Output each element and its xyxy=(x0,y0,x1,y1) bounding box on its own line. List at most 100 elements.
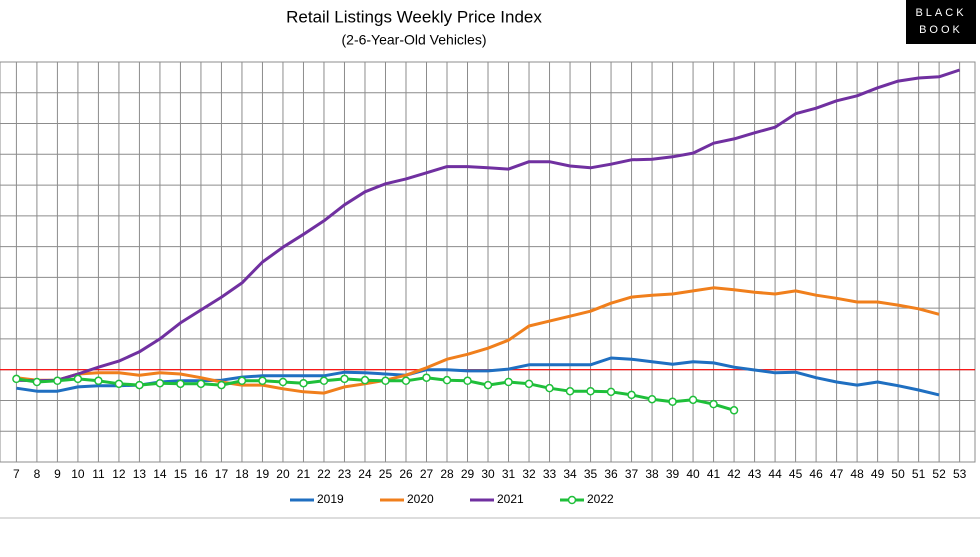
point xyxy=(709,399,718,409)
x-tick-label: 50 xyxy=(891,467,905,481)
x-tick-label: 53 xyxy=(953,467,967,481)
legend: 2019 2020 2021 2022 xyxy=(290,492,614,506)
x-tick-label: 33 xyxy=(543,467,557,481)
point xyxy=(12,374,21,384)
x-tick-label: 40 xyxy=(686,467,700,481)
x-tick-label: 10 xyxy=(71,467,85,481)
plot-area xyxy=(0,68,975,415)
point xyxy=(688,395,698,405)
x-tick-label: 12 xyxy=(112,467,126,481)
point xyxy=(278,377,288,387)
point xyxy=(401,376,411,386)
point xyxy=(504,377,513,387)
series-line xyxy=(16,286,940,395)
x-tick-label: 39 xyxy=(666,467,680,481)
x-tick-label: 42 xyxy=(727,467,741,481)
logo-text: BLACK xyxy=(915,7,966,19)
point xyxy=(565,386,575,396)
series-line xyxy=(16,68,961,383)
x-tick-label: 48 xyxy=(850,467,864,481)
x-tick-label: 15 xyxy=(174,467,188,481)
point xyxy=(237,376,247,386)
point xyxy=(647,394,657,404)
x-axis: 7 8 9 10 11 12 13 14 15 16 17 18 19 20 21 22 23 24 25 26 27 2… xyxy=(13,467,967,481)
x-tick-label: 43 xyxy=(748,467,762,481)
logo-text: BOOK xyxy=(919,24,963,36)
point xyxy=(586,386,595,396)
legend-label: 2019 xyxy=(317,492,344,506)
x-tick-label: 29 xyxy=(461,467,475,481)
x-tick-label: 41 xyxy=(707,467,721,481)
x-tick-label: 20 xyxy=(276,467,290,481)
legend-label: 2020 xyxy=(407,492,434,506)
point xyxy=(258,376,267,386)
point xyxy=(217,380,226,390)
x-tick-label: 9 xyxy=(54,467,61,481)
x-tick-label: 8 xyxy=(34,467,41,481)
x-tick-label: 7 xyxy=(13,467,20,481)
x-tick-label: 51 xyxy=(912,467,926,481)
x-tick-label: 22 xyxy=(317,467,331,481)
x-tick-label: 23 xyxy=(338,467,352,481)
x-tick-label: 49 xyxy=(871,467,885,481)
legend-label: 2021 xyxy=(497,492,524,506)
x-tick-label: 37 xyxy=(625,467,639,481)
point xyxy=(53,376,62,386)
plot-border xyxy=(0,61,976,463)
x-tick-label: 19 xyxy=(256,467,270,481)
point xyxy=(668,397,677,406)
point xyxy=(73,374,83,384)
x-tick-label: 24 xyxy=(358,467,372,481)
x-tick-label: 11 xyxy=(92,467,105,481)
x-tick-label: 45 xyxy=(789,467,803,481)
x-tick-label: 28 xyxy=(440,467,454,481)
point xyxy=(483,380,493,390)
legend-marker xyxy=(567,495,577,505)
point xyxy=(422,373,431,382)
x-tick-label: 35 xyxy=(584,467,598,481)
x-tick-label: 34 xyxy=(563,467,577,481)
x-tick-label: 13 xyxy=(133,467,147,481)
x-tick-label: 18 xyxy=(235,467,249,481)
point xyxy=(114,379,124,389)
point xyxy=(94,376,103,386)
point xyxy=(442,375,452,385)
point xyxy=(524,379,534,389)
series-line xyxy=(16,356,940,397)
point xyxy=(545,383,554,393)
x-tick-label: 17 xyxy=(215,467,229,481)
point xyxy=(155,378,165,388)
x-tick-label: 16 xyxy=(194,467,208,481)
point xyxy=(381,376,390,386)
x-tick-label: 44 xyxy=(768,467,782,481)
x-tick-label: 52 xyxy=(932,467,946,481)
point xyxy=(360,375,370,385)
point xyxy=(463,376,472,386)
point xyxy=(606,387,616,397)
x-tick-label: 46 xyxy=(809,467,823,481)
x-tick-label: 36 xyxy=(604,467,618,481)
x-tick-label: 26 xyxy=(399,467,413,481)
point xyxy=(135,380,144,390)
point xyxy=(176,379,185,389)
logo-box xyxy=(906,0,976,44)
point xyxy=(319,376,329,386)
x-tick-label: 30 xyxy=(481,467,495,481)
point xyxy=(340,374,349,384)
point xyxy=(299,378,308,388)
x-tick-label: 14 xyxy=(153,467,167,481)
legend-label: 2022 xyxy=(587,492,614,506)
x-tick-label: 38 xyxy=(645,467,659,481)
x-tick-label: 25 xyxy=(379,467,393,481)
point xyxy=(196,379,206,389)
x-tick-label: 21 xyxy=(297,467,311,481)
point xyxy=(627,390,636,400)
chart-title: Retail Listings Weekly Price Index xyxy=(286,7,542,26)
grid xyxy=(0,61,976,463)
point xyxy=(32,377,42,387)
x-tick-label: 27 xyxy=(420,467,434,481)
chart-subtitle: (2-6-Year-Old Vehicles) xyxy=(342,32,487,48)
x-tick-label: 31 xyxy=(502,467,516,481)
